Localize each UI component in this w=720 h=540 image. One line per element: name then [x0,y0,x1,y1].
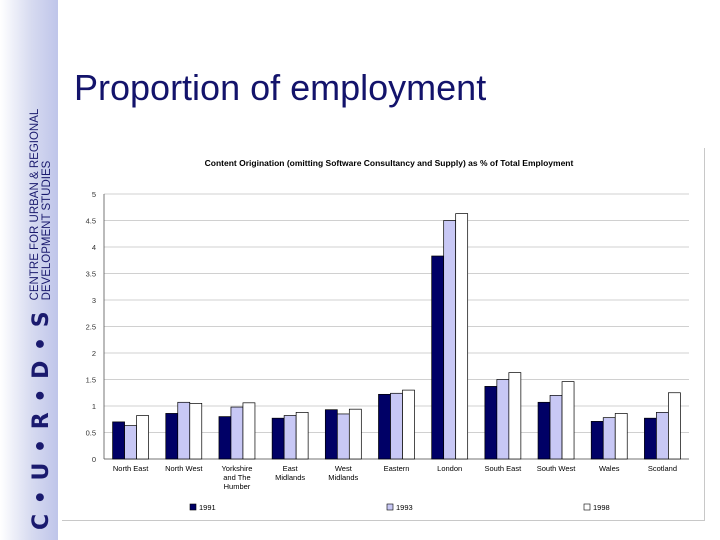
bar [431,255,445,460]
x-tick-label-line: Wales [599,464,620,473]
x-tick-label-line: Midlands [328,473,358,482]
legend-label: 1993 [396,503,413,512]
bar [336,413,350,460]
legend-swatch [189,503,197,511]
x-tick-label-line: South West [537,464,577,473]
y-tick-label: 1 [92,402,96,411]
x-tick-label-line: Humber [224,482,251,491]
bar [271,417,285,460]
x-tick-label: North East [113,464,149,473]
bar [644,417,657,460]
x-tick-label-line: Scotland [648,464,677,473]
legend-swatch [583,503,591,511]
bar [590,421,604,460]
y-tick-label: 3.5 [86,270,96,279]
x-tick-label: Eastern [384,464,410,473]
bar [561,381,575,460]
x-tick-label-line: and The [223,473,250,482]
bar [496,379,510,460]
bar-chart: Content Origination (omitting Software C… [86,158,689,512]
bar [455,213,469,460]
bar [165,413,179,460]
bar [242,402,256,460]
bar [378,393,391,460]
x-tick-label: East Midlands [275,464,305,482]
bar [283,415,297,460]
bar [614,413,628,460]
y-tick-label: 1.5 [86,376,96,385]
chart-title: Content Origination (omitting Software C… [205,158,574,168]
x-tick-label: North West [165,464,203,473]
x-tick-label: London [437,464,462,473]
x-tick-label-line: North East [113,464,149,473]
x-tick-label: West Midlands [328,464,358,482]
slide-title: Proportion of employment [74,67,487,108]
bar [537,401,551,460]
x-tick-label-line: South East [485,464,523,473]
bar [324,409,338,460]
x-tick-label-line: East [283,464,299,473]
bar [443,220,457,460]
x-tick-label-line: Midlands [275,473,305,482]
x-tick-label: Wales [599,464,620,473]
curds-logo: C • U • R • D • S CENTRE FOR URBAN & REG… [0,0,58,540]
x-tick-label-line: West [335,464,353,473]
bar [602,417,616,460]
x-tick-label: Yorkshire and The Humber [221,464,252,491]
x-tick-label-line: Yorkshire [221,464,252,473]
bar [124,425,137,460]
logo-text: C • U • R • D • S CENTRE FOR URBAN & REG… [29,109,54,530]
x-tick-label: South East [485,464,523,473]
logo-line-1: CENTRE FOR URBAN & REGIONAL [29,108,41,301]
bar [508,372,522,460]
y-tick-label: 3 [92,296,96,305]
bar [230,406,244,460]
bar [177,401,191,460]
x-tick-label-line: London [437,464,462,473]
x-tick-label: Scotland [648,464,677,473]
y-tick-label: 0 [92,455,96,464]
bar [668,392,681,460]
bar [549,395,563,460]
legend-swatch [386,503,394,511]
bar [484,386,498,460]
y-tick-label: 5 [92,190,96,199]
bar [656,412,669,460]
y-tick-label: 0.5 [86,429,96,438]
x-tick-label-line: North West [165,464,203,473]
logo-letters: C • U • R • D • S [29,310,54,530]
bar [218,416,232,460]
x-tick-label: South West [537,464,577,473]
x-tick-label-line: Eastern [384,464,410,473]
y-tick-label: 2.5 [86,323,96,332]
bar [348,408,362,460]
y-tick-label: 4.5 [86,217,96,226]
bar [402,389,415,460]
logo-subtitle: CENTRE FOR URBAN & REGIONAL DEVELOPMENT … [29,109,53,301]
legend-label: 1998 [593,503,610,512]
bar [189,403,203,460]
y-tick-label: 4 [92,243,96,252]
bar [136,415,149,460]
bar [112,421,125,460]
y-tick-label: 2 [92,349,96,358]
bar [295,412,309,460]
bar [390,392,403,460]
side-band [0,0,58,540]
legend-label: 1991 [199,503,216,512]
chart-frame: Content Origination (omitting Software C… [62,148,705,521]
logo-line-2: DEVELOPMENT STUDIES [41,160,53,301]
